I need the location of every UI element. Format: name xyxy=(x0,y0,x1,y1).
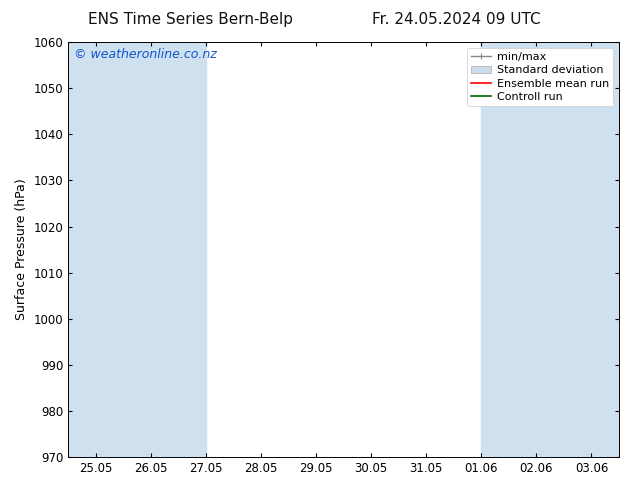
Legend: min/max, Standard deviation, Ensemble mean run, Controll run: min/max, Standard deviation, Ensemble me… xyxy=(467,48,614,106)
Y-axis label: Surface Pressure (hPa): Surface Pressure (hPa) xyxy=(15,179,28,320)
Text: © weatheronline.co.nz: © weatheronline.co.nz xyxy=(74,49,216,61)
Bar xyxy=(68,42,206,457)
Bar xyxy=(481,42,592,457)
Text: ENS Time Series Bern-Belp: ENS Time Series Bern-Belp xyxy=(87,12,293,27)
Text: Fr. 24.05.2024 09 UTC: Fr. 24.05.2024 09 UTC xyxy=(372,12,541,27)
Bar xyxy=(592,42,619,457)
